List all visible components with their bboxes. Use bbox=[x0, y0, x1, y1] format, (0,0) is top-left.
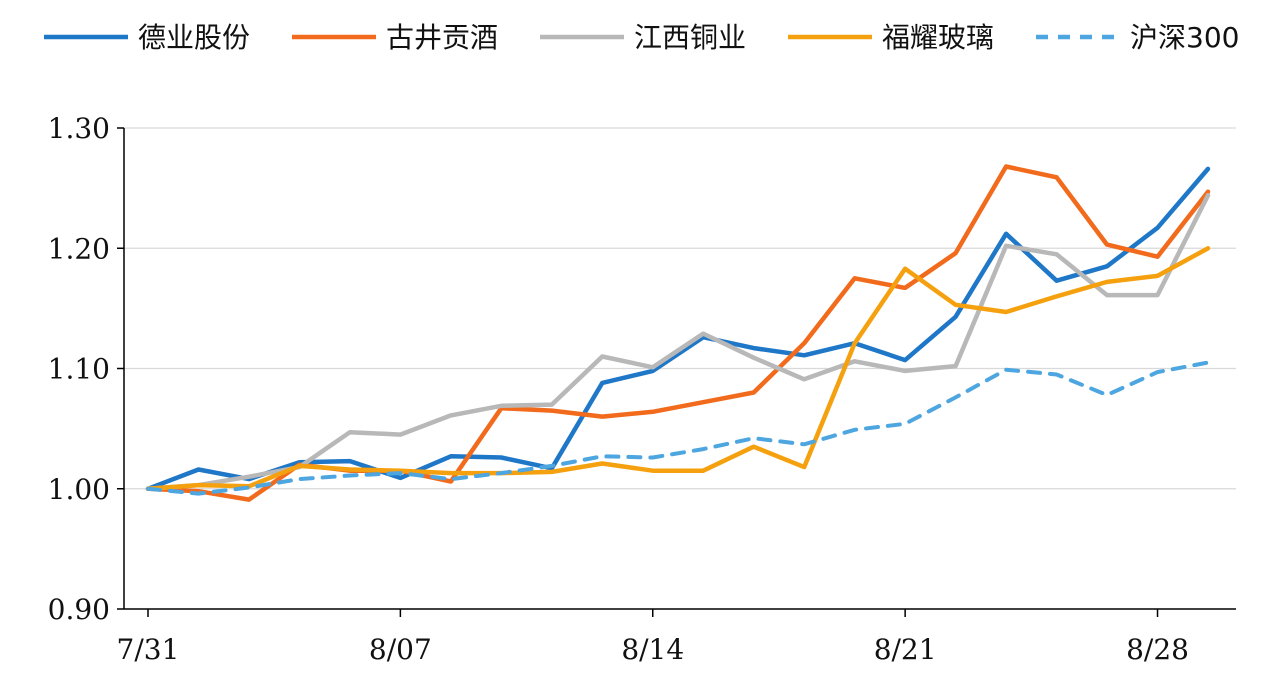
x-tick-label: 8/14 bbox=[621, 633, 684, 666]
series-line-1 bbox=[145, 164, 1211, 502]
y-tick-label: 1.10 bbox=[48, 353, 110, 386]
gridlines bbox=[124, 127, 1236, 490]
series-line-2 bbox=[145, 193, 1211, 492]
series-lines bbox=[145, 164, 1211, 502]
legend-label-1: 古井贡酒 bbox=[386, 21, 498, 54]
legend-label-0: 德业股份 bbox=[138, 21, 250, 54]
x-tick-label: 8/21 bbox=[874, 633, 937, 666]
legend-label-4: 沪深300 bbox=[1130, 21, 1239, 54]
x-tick-label: 8/07 bbox=[369, 633, 432, 666]
legend: 德业股份 古井贡酒 江西铜业 福耀玻璃 沪深300 bbox=[44, 21, 1239, 54]
x-tick-label: 7/31 bbox=[117, 633, 180, 666]
series-line-0 bbox=[145, 166, 1211, 492]
series-line-4 bbox=[146, 360, 1210, 496]
series-line-3 bbox=[145, 246, 1211, 492]
y-tick-label: 0.90 bbox=[48, 593, 110, 626]
y-tick-label: 1.00 bbox=[48, 473, 110, 506]
y-axis-ticks: 0.90 1.00 1.10 1.20 1.30 bbox=[48, 112, 124, 626]
y-tick-label: 1.20 bbox=[48, 232, 110, 265]
y-tick-label: 1.30 bbox=[48, 112, 110, 145]
legend-label-3: 福耀玻璃 bbox=[882, 21, 994, 54]
x-tick-label: 8/28 bbox=[1126, 633, 1189, 666]
legend-label-2: 江西铜业 bbox=[634, 21, 746, 54]
x-axis-ticks: 7/31 8/07 8/14 8/21 8/28 bbox=[117, 609, 1189, 666]
